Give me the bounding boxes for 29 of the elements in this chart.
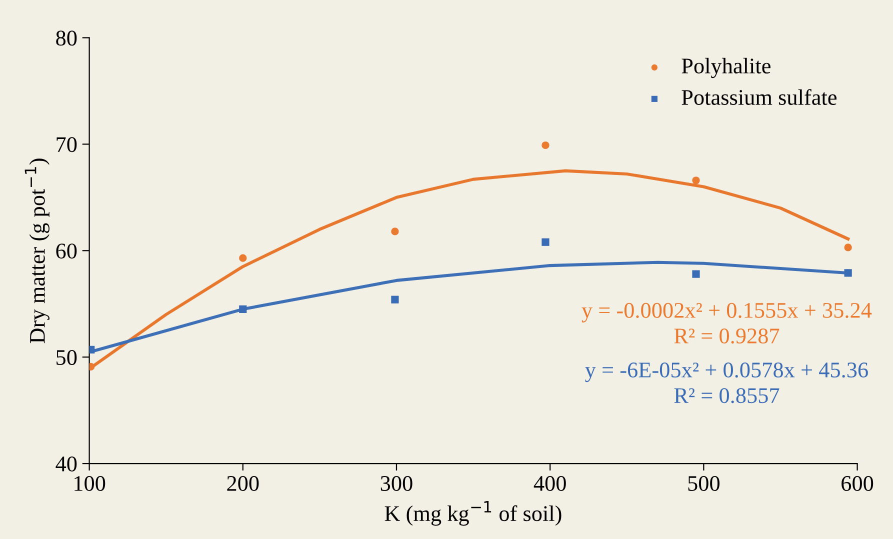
annotation: R² = 0.8557	[674, 388, 780, 404]
x-tick-label: 300	[380, 476, 412, 491]
annotation: y = -0.0002x² + 0.1555x + 35.24	[582, 302, 872, 322]
x-tick-label: 600	[842, 476, 874, 491]
y-tick-label: 80	[56, 30, 77, 46]
y-tick-label: 60	[56, 244, 77, 259]
point	[391, 296, 399, 304]
x-axis-title: K (mg kg$^{−1}$ of soil)	[384, 501, 562, 526]
point	[844, 244, 852, 252]
x-tick-label: 100	[74, 476, 106, 491]
annotation: R² = 0.9287	[674, 328, 780, 344]
y-axis-title: Dry matter (g pot$^{−1}$)	[24, 158, 50, 344]
point	[239, 305, 247, 313]
y-tick-label: 40	[56, 456, 77, 472]
point	[542, 238, 550, 246]
legend-label: Potassium sulfate	[682, 89, 837, 105]
annotation: y = -6E-05x² + 0.0578x + 45.36	[585, 362, 868, 382]
point	[239, 254, 247, 262]
point	[391, 228, 399, 236]
point	[542, 141, 550, 150]
x-tick-label: 500	[688, 476, 720, 491]
y-tick-label: 50	[56, 350, 77, 366]
x-tick-label: 200	[227, 476, 259, 491]
y-tick-label: 70	[56, 137, 77, 152]
point	[844, 269, 852, 277]
legend-label: Polyhalite	[682, 58, 770, 78]
point	[692, 270, 700, 278]
point	[692, 176, 700, 184]
x-tick-label: 400	[534, 476, 566, 491]
